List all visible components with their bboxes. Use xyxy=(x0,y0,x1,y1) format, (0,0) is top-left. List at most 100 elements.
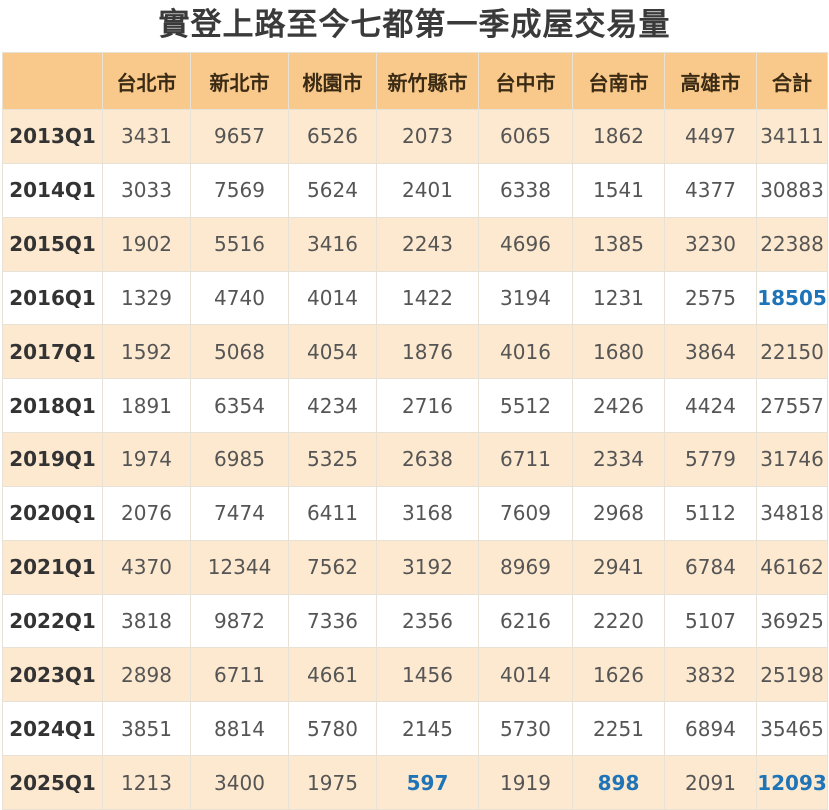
table-cell: 5112 xyxy=(664,485,757,541)
table-cell: 2941 xyxy=(572,539,665,595)
table-cell: 9872 xyxy=(190,593,289,649)
table-cell: 597 xyxy=(376,755,479,810)
table-row: 2016Q1 1329 4740 4014 1422 3194 1231 2575 18505 xyxy=(2,270,828,326)
table-cell: 5325 xyxy=(288,432,377,487)
table-cell: 3230 xyxy=(664,216,757,272)
table-cell: 5624 xyxy=(288,162,377,218)
table-cell: 36925 xyxy=(756,593,828,649)
table-row: 2014Q1 3033 7569 5624 2401 6338 1541 4377 30883 xyxy=(2,162,828,218)
column-header: 桃園市 xyxy=(288,52,377,110)
table-cell: 22150 xyxy=(756,324,828,380)
column-header: 合計 xyxy=(756,52,828,110)
table-cell: 3832 xyxy=(664,647,757,703)
row-label: 2017Q1 xyxy=(2,324,103,380)
table-cell: 3192 xyxy=(376,539,479,595)
table-cell: 1385 xyxy=(572,216,665,272)
table-cell: 34111 xyxy=(756,109,828,164)
table-cell: 2145 xyxy=(376,701,479,757)
table-cell: 3416 xyxy=(288,216,377,272)
table-cell: 6894 xyxy=(664,701,757,757)
table-cell: 2073 xyxy=(376,109,479,164)
table-cell: 1975 xyxy=(288,755,377,810)
table-cell: 1213 xyxy=(102,755,191,810)
table-cell: 2968 xyxy=(572,485,665,541)
table-cell: 898 xyxy=(572,755,665,810)
table-cell: 1231 xyxy=(572,270,665,326)
table-cell: 6784 xyxy=(664,539,757,595)
table-cell: 4370 xyxy=(102,539,191,595)
table-cell: 8814 xyxy=(190,701,289,757)
table-cell: 1974 xyxy=(102,432,191,487)
table-cell: 6354 xyxy=(190,378,289,434)
table-cell: 31746 xyxy=(756,432,828,487)
column-header: 高雄市 xyxy=(664,52,757,110)
table-cell: 7336 xyxy=(288,593,377,649)
table-cell: 5512 xyxy=(478,378,573,434)
table-cell: 2356 xyxy=(376,593,479,649)
table-cell: 1541 xyxy=(572,162,665,218)
table-cell: 5516 xyxy=(190,216,289,272)
table-cell: 4740 xyxy=(190,270,289,326)
table-row: 2019Q1 1974 6985 5325 2638 6711 2334 5779 31746 xyxy=(2,432,828,487)
table-cell: 3431 xyxy=(102,109,191,164)
row-label: 2025Q1 xyxy=(2,755,103,810)
table-cell: 7562 xyxy=(288,539,377,595)
table-cell: 1862 xyxy=(572,109,665,164)
table-cell: 7474 xyxy=(190,485,289,541)
row-label: 2021Q1 xyxy=(2,539,103,595)
column-header: 台北市 xyxy=(102,52,191,110)
table-row: 2020Q1 2076 7474 6411 3168 7609 2968 5112 34818 xyxy=(2,485,828,541)
table-body: 2013Q1 3431 9657 6526 2073 6065 1862 4497 34111 2… xyxy=(2,109,828,810)
table-cell: 4661 xyxy=(288,647,377,703)
table-cell: 4016 xyxy=(478,324,573,380)
table-row: 2018Q1 1891 6354 4234 2716 5512 2426 4424 27557 xyxy=(2,378,828,434)
table-cell: 3400 xyxy=(190,755,289,810)
table-cell: 7569 xyxy=(190,162,289,218)
table-cell: 5730 xyxy=(478,701,573,757)
table-cell: 4014 xyxy=(288,270,377,326)
table-cell: 6216 xyxy=(478,593,573,649)
table-cell: 3851 xyxy=(102,701,191,757)
row-label: 2018Q1 xyxy=(2,378,103,434)
table-cell: 7609 xyxy=(478,485,573,541)
table-cell: 6711 xyxy=(190,647,289,703)
table-cell: 2251 xyxy=(572,701,665,757)
row-label: 2022Q1 xyxy=(2,593,103,649)
table-cell: 6985 xyxy=(190,432,289,487)
table-cell: 27557 xyxy=(756,378,828,434)
row-label: 2024Q1 xyxy=(2,701,103,757)
row-label: 2020Q1 xyxy=(2,485,103,541)
row-label: 2014Q1 xyxy=(2,162,103,218)
row-label: 2013Q1 xyxy=(2,109,103,164)
table-cell: 4054 xyxy=(288,324,377,380)
table-cell: 4424 xyxy=(664,378,757,434)
column-header: 台中市 xyxy=(478,52,573,110)
table-cell: 6065 xyxy=(478,109,573,164)
column-header: 台南市 xyxy=(572,52,665,110)
table-row: 2023Q1 2898 6711 4661 1456 4014 1626 3832 25198 xyxy=(2,647,828,703)
table-cell: 5068 xyxy=(190,324,289,380)
table-cell: 46162 xyxy=(756,539,828,595)
table-cell: 6526 xyxy=(288,109,377,164)
table-cell: 1891 xyxy=(102,378,191,434)
table-row: 2022Q1 3818 9872 7336 2356 6216 2220 5107 36925 xyxy=(2,593,828,649)
table-cell: 2243 xyxy=(376,216,479,272)
table-cell: 12093 xyxy=(756,755,828,810)
table-cell: 6338 xyxy=(478,162,573,218)
table-cell: 1626 xyxy=(572,647,665,703)
table-cell: 1902 xyxy=(102,216,191,272)
table-cell: 6711 xyxy=(478,432,573,487)
table-cell: 2716 xyxy=(376,378,479,434)
table-cell: 3168 xyxy=(376,485,479,541)
table-cell: 9657 xyxy=(190,109,289,164)
table-cell: 4234 xyxy=(288,378,377,434)
table-cell: 1422 xyxy=(376,270,479,326)
table-cell: 34818 xyxy=(756,485,828,541)
table-cell: 2091 xyxy=(664,755,757,810)
table-cell: 4014 xyxy=(478,647,573,703)
table-row: 2024Q1 3851 8814 5780 2145 5730 2251 6894 35465 xyxy=(2,701,828,757)
table-cell: 2638 xyxy=(376,432,479,487)
table-cell: 2575 xyxy=(664,270,757,326)
table-row: 2013Q1 3431 9657 6526 2073 6065 1862 4497 34111 xyxy=(2,109,828,164)
column-header: 新竹縣市 xyxy=(376,52,479,110)
